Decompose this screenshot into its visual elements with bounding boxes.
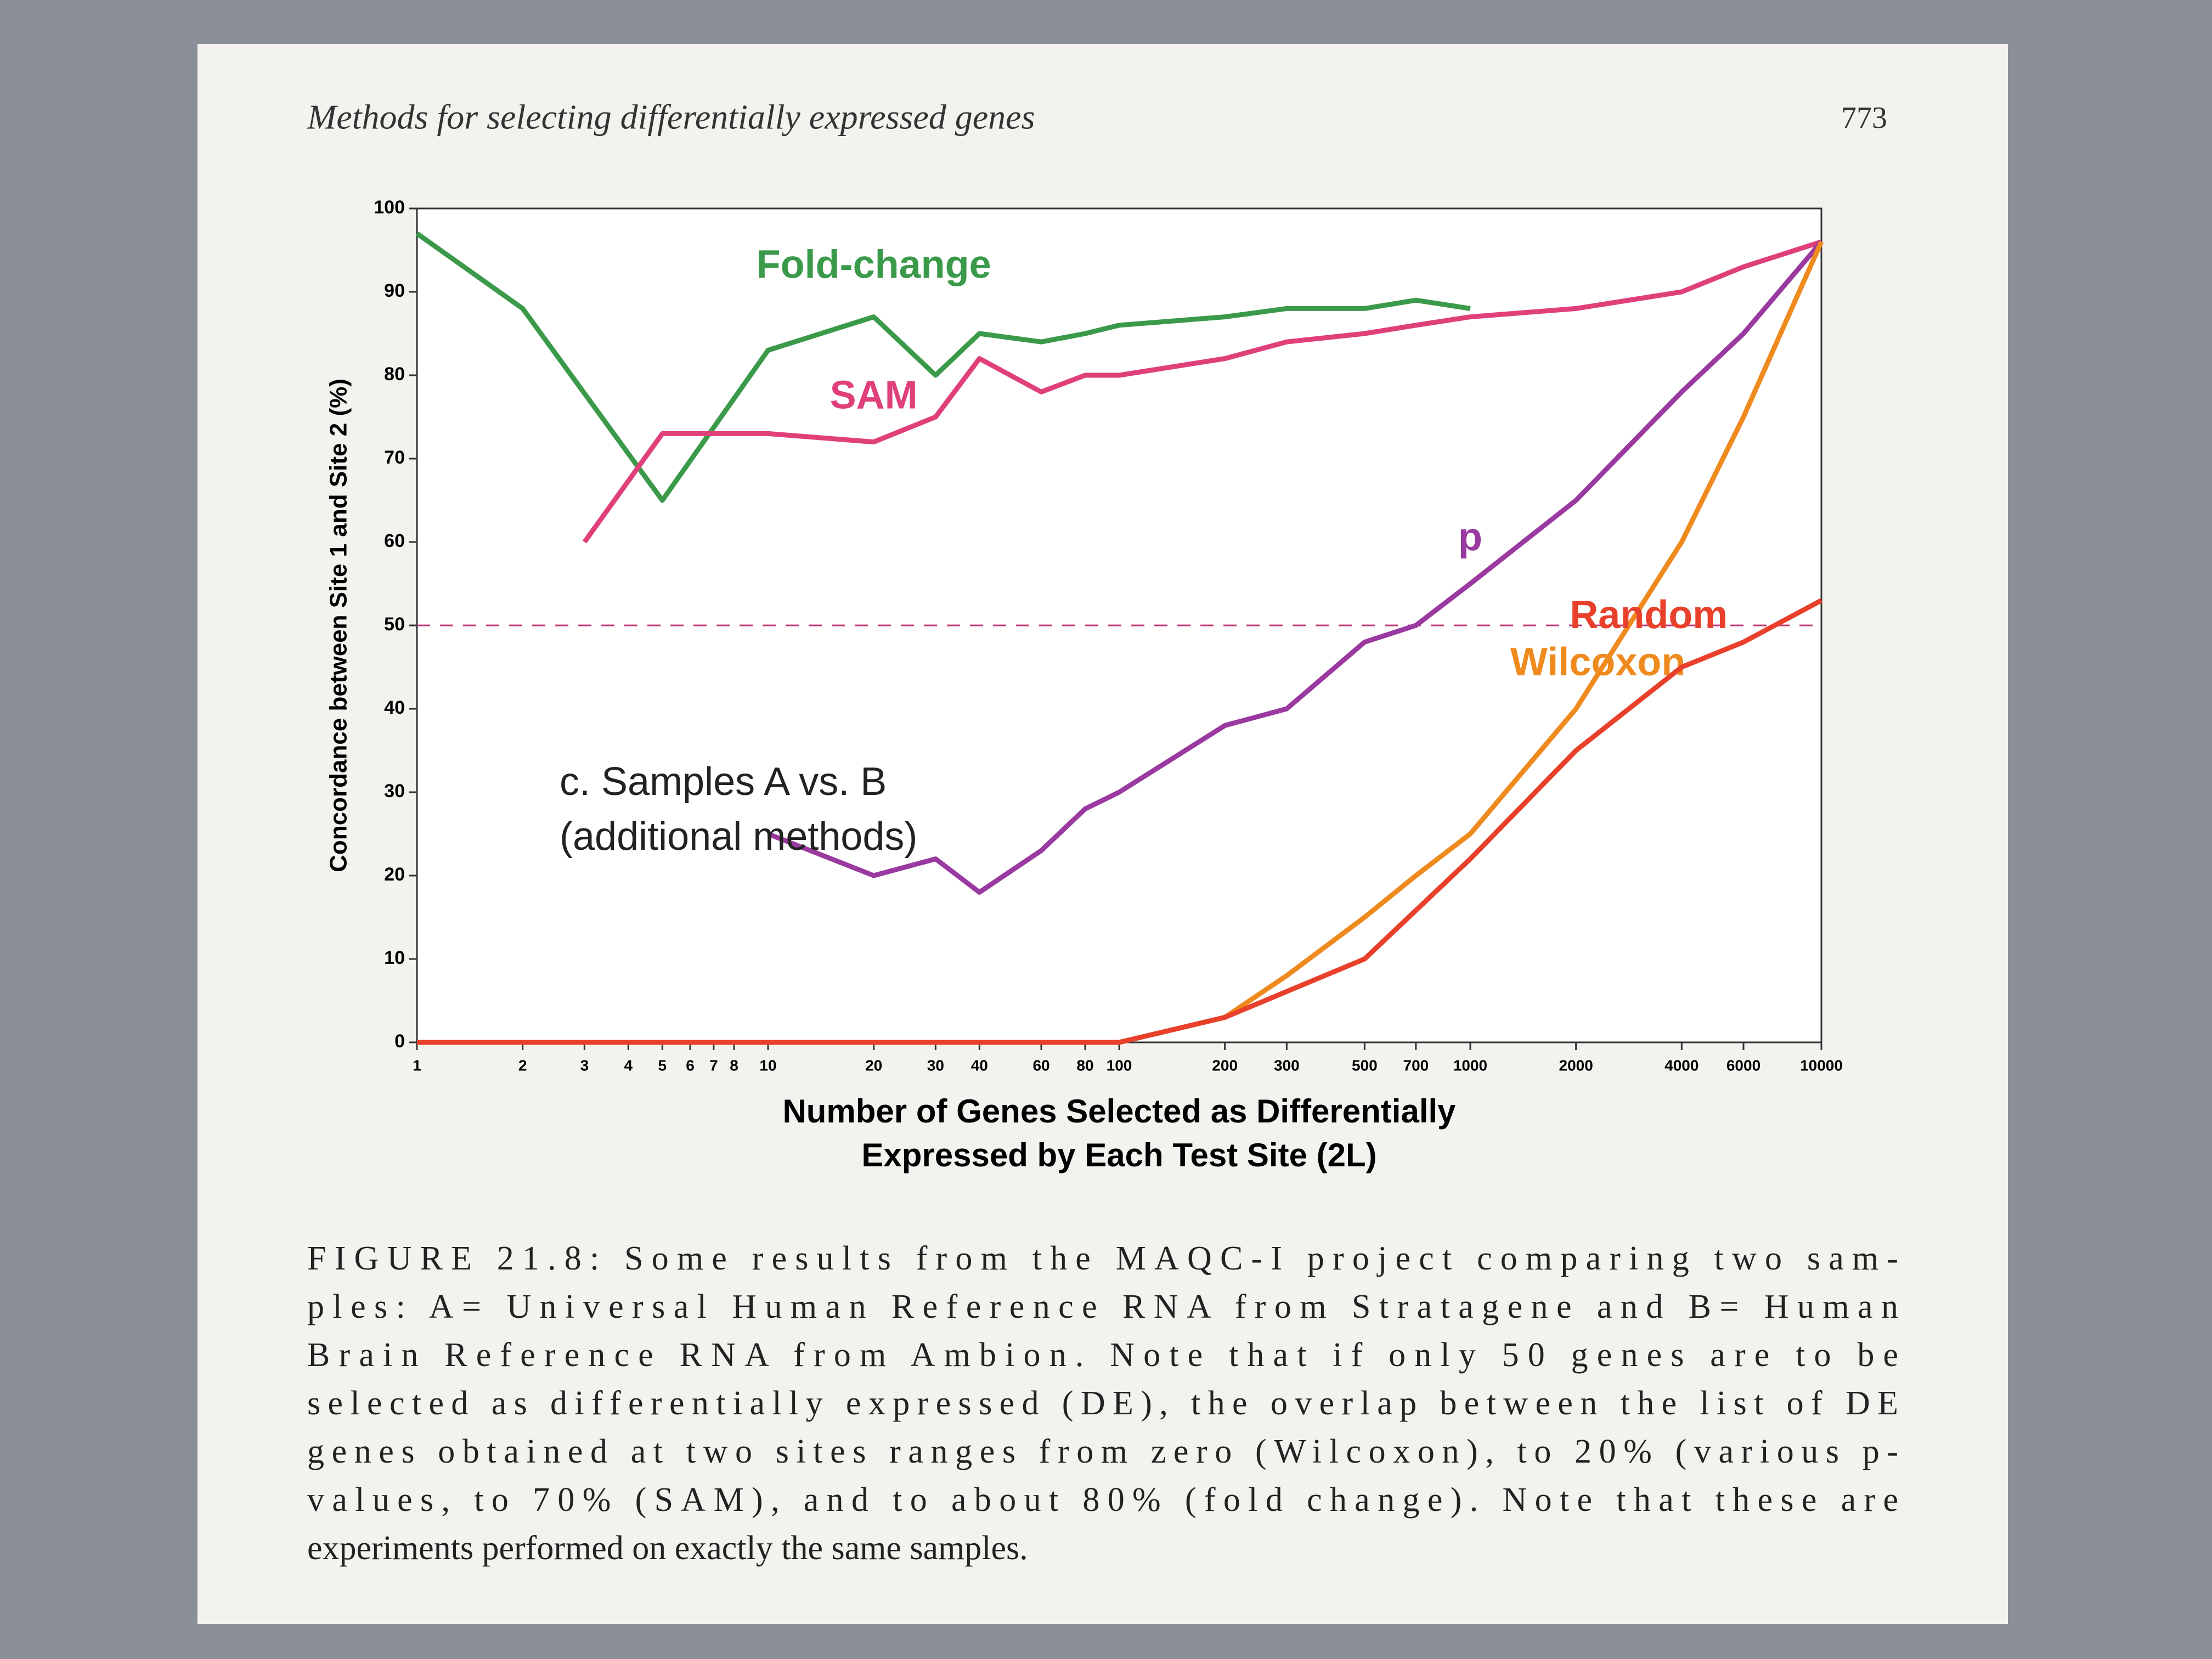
series-line <box>767 240 1824 895</box>
running-head: Methods for selecting differentially exp… <box>307 98 1035 137</box>
y-tick-label: 20 <box>384 864 405 885</box>
x-tick-label: 8 <box>730 1057 738 1074</box>
x-axis-label: Expressed by Each Test Site (2L) <box>861 1137 1376 1173</box>
x-tick-label: 700 <box>1403 1057 1429 1074</box>
y-tick-label: 100 <box>374 197 405 218</box>
x-tick-label: 60 <box>1032 1057 1049 1074</box>
x-tick-label: 6 <box>686 1057 695 1074</box>
x-axis-label: Number of Genes Selected as Differential… <box>782 1093 1456 1130</box>
y-tick-label: 70 <box>384 447 405 468</box>
y-axis-label: Concordance between Site 1 and Site 2 (%… <box>325 379 352 872</box>
x-tick-label: 1 <box>413 1057 421 1074</box>
caption-line: experiments performed on exactly the sam… <box>307 1530 1028 1567</box>
x-tick-label: 500 <box>1352 1057 1378 1074</box>
x-tick-label: 20 <box>865 1057 882 1074</box>
series-label: SAM <box>830 374 918 417</box>
y-tick-label: 60 <box>384 531 405 551</box>
annotation: c. Samples A vs. B <box>560 760 887 804</box>
series-line <box>415 231 1471 503</box>
series-label: p <box>1458 515 1482 559</box>
x-tick-label: 6000 <box>1726 1057 1760 1074</box>
y-tick-label: 30 <box>384 781 405 802</box>
x-tick-label: 80 <box>1076 1057 1093 1074</box>
y-tick-label: 80 <box>384 364 405 385</box>
y-tick-label: 90 <box>384 280 405 301</box>
x-tick-label: 7 <box>709 1057 718 1074</box>
series-line <box>1118 240 1824 1045</box>
y-tick-label: 10 <box>384 947 405 968</box>
x-tick-label: 200 <box>1212 1057 1238 1074</box>
x-tick-label: 30 <box>927 1057 944 1074</box>
x-tick-label: 300 <box>1274 1057 1300 1074</box>
x-tick-label: 2 <box>518 1057 527 1074</box>
series-label: Random <box>1570 593 1728 637</box>
series-label: Fold-change <box>757 243 991 287</box>
y-tick-label: 40 <box>384 697 405 718</box>
x-tick-label: 3 <box>580 1057 589 1074</box>
x-tick-label: 100 <box>1107 1057 1132 1074</box>
series-line <box>417 598 1823 1045</box>
annotation: (additional methods) <box>560 815 917 859</box>
x-tick-label: 4000 <box>1664 1057 1699 1074</box>
y-tick-label: 50 <box>384 614 405 635</box>
series-label: Wilcoxon <box>1510 640 1685 684</box>
x-tick-label: 5 <box>658 1057 667 1074</box>
x-tick-label: 2000 <box>1559 1057 1593 1074</box>
x-tick-label: 10000 <box>1800 1057 1843 1074</box>
x-tick-label: 4 <box>624 1057 633 1074</box>
page-number: 773 <box>1841 101 1887 135</box>
series-line <box>582 239 1822 544</box>
x-tick-label: 10 <box>759 1057 776 1074</box>
x-tick-label: 40 <box>971 1057 988 1074</box>
caption-line: genes obtained at two sites ranges from … <box>307 1433 1898 1470</box>
y-tick-label: 0 <box>394 1031 405 1052</box>
x-tick-label: 1000 <box>1453 1057 1487 1074</box>
caption-line: FIGURE 21.8: Some results from the MAQC-… <box>307 1240 1898 1277</box>
